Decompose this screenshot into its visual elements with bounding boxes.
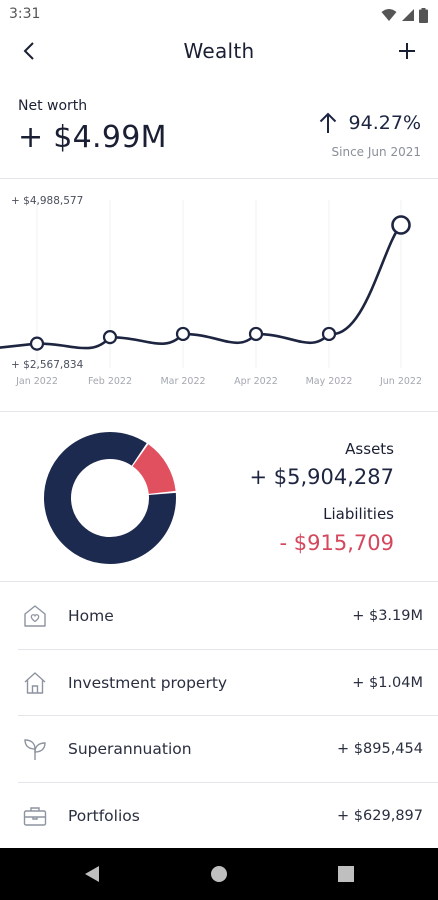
- status-icons: [381, 7, 428, 23]
- sprout-icon: [24, 739, 46, 760]
- net-worth-label: Net worth: [18, 98, 88, 114]
- list-item-portfolios[interactable]: Portfolios + $629,897: [18, 783, 438, 850]
- list-item-value: + $629,897: [337, 807, 423, 824]
- signal-icon: [402, 9, 414, 21]
- divider: [0, 581, 438, 582]
- divider: [0, 178, 438, 179]
- data-point[interactable]: [29, 336, 45, 351]
- list-item-value: + $3.19M: [352, 608, 423, 624]
- list-item-label: Portfolios: [68, 806, 140, 825]
- status-time: 3:31: [9, 6, 41, 22]
- page-title: Wealth: [183, 39, 255, 63]
- net-worth-change-value: 94.27%: [348, 112, 421, 134]
- list-item-label: Investment property: [68, 673, 228, 692]
- list-item-superannuation[interactable]: Superannuation + $895,454: [18, 716, 438, 783]
- data-point[interactable]: [102, 330, 118, 345]
- back-arrow-icon: [23, 42, 34, 60]
- list-item-value: + $1.04M: [352, 674, 423, 691]
- triangle-back-icon: [85, 866, 99, 882]
- y-min-label: + $2,567,834: [11, 359, 84, 371]
- plus-icon: [399, 43, 415, 59]
- y-max-label: + $4,988,577: [11, 195, 83, 207]
- liabilities-value: - $915,709: [279, 531, 394, 555]
- system-nav-bar: [0, 848, 438, 900]
- x-tick-label: Feb 2022: [88, 376, 132, 387]
- back-button[interactable]: [14, 36, 44, 66]
- net-worth-change: 94.27%: [319, 112, 421, 134]
- list-item-label: Home: [68, 607, 114, 625]
- series-line: [0, 223, 403, 350]
- home-heart-icon: [24, 605, 46, 627]
- net-worth-chart[interactable]: + $4,988,577 + $2,567,834 Jan 2022 Feb 2022…: [0, 180, 438, 410]
- x-tick-label: May 2022: [306, 376, 353, 387]
- list-item-home[interactable]: Home + $3.19M: [18, 583, 438, 650]
- data-point[interactable]: [248, 326, 264, 342]
- battery-icon: [419, 7, 428, 23]
- list-item-investment-property[interactable]: Investment property + $1.04M: [18, 650, 438, 716]
- assets-label: Assets: [345, 440, 394, 458]
- net-worth-value: + $4.99M: [18, 120, 167, 155]
- arrow-up-icon: [319, 112, 336, 133]
- list-item-value: + $895,454: [337, 741, 423, 757]
- data-point[interactable]: [175, 326, 191, 342]
- data-point[interactable]: [391, 215, 411, 235]
- app-bar: Wealth: [0, 30, 438, 76]
- status-bar: 3:31: [0, 0, 438, 30]
- assets-value: + $5,904,287: [249, 465, 394, 489]
- x-tick-label: Mar 2022: [160, 376, 205, 387]
- data-point[interactable]: [321, 326, 337, 342]
- x-tick-label: Jan 2022: [15, 376, 58, 387]
- wifi-icon: [381, 9, 397, 21]
- x-tick-label: Apr 2022: [234, 376, 278, 387]
- x-tick-label: Jun 2022: [379, 376, 422, 387]
- house-icon: [24, 671, 46, 694]
- list-item-label: Superannuation: [68, 740, 192, 758]
- briefcase-icon: [23, 806, 47, 826]
- assets-liabilities-donut[interactable]: [42, 430, 178, 566]
- add-button[interactable]: [392, 36, 422, 66]
- liabilities-label: Liabilities: [323, 505, 394, 523]
- nav-home-button[interactable]: [207, 862, 231, 886]
- wealth-category-list: Home + $3.19M Investment property + $1.0…: [18, 583, 438, 849]
- nav-recents-button[interactable]: [334, 862, 358, 886]
- divider: [0, 411, 438, 412]
- donut-slice-assets[interactable]: [44, 432, 176, 564]
- circle-home-icon: [211, 866, 227, 882]
- nav-back-button[interactable]: [80, 862, 104, 886]
- square-recents-icon: [338, 866, 354, 882]
- donut-slice-liabilities[interactable]: [132, 444, 176, 495]
- net-worth-since: Since Jun 2021: [331, 145, 421, 159]
